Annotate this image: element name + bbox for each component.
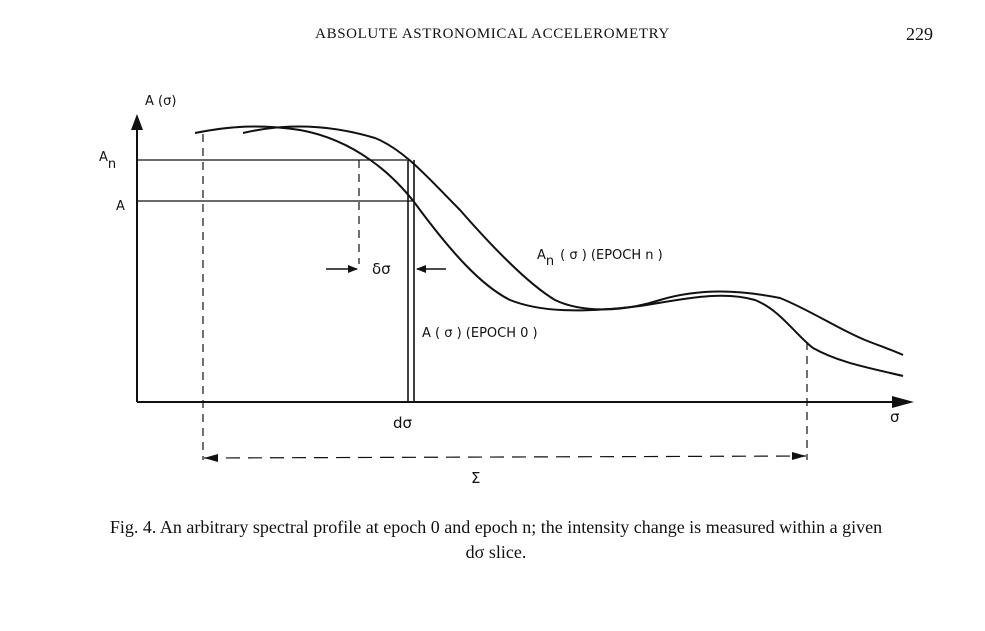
x-axis-arrow-icon bbox=[892, 396, 914, 408]
y-axis-label: A (σ) bbox=[145, 94, 176, 109]
caption-line-1: Fig. 4. An arbitrary spectral profile at… bbox=[109, 517, 883, 537]
shift-label: δσ bbox=[372, 260, 391, 278]
page-number: 229 bbox=[906, 24, 933, 44]
level-label-An: An bbox=[99, 150, 116, 172]
y-axis-arrow-icon bbox=[131, 114, 143, 130]
range-arrow-right-icon bbox=[792, 452, 806, 460]
x-axis-label: σ bbox=[890, 408, 900, 426]
curve-0-label: A ( σ ) (EPOCH 0 ) bbox=[422, 326, 538, 341]
spectral-profile-figure: A (σ) σ An A δσ Σ dσ An( σ ) (EPOCH n ) … bbox=[99, 94, 914, 487]
range-label: Σ bbox=[471, 469, 480, 487]
curve-epoch-n bbox=[242, 125, 904, 356]
running-header: ABSOLUTE ASTRONOMICAL ACCELEROMETRY bbox=[315, 26, 670, 42]
caption-line-2: dσ slice. bbox=[465, 542, 527, 562]
curve-epoch-0 bbox=[194, 125, 904, 377]
figure-caption: Fig. 4. An arbitrary spectral profile at… bbox=[36, 515, 956, 565]
range-dashed-arrow bbox=[203, 455, 807, 459]
curve-n-label: An( σ ) (EPOCH n ) bbox=[537, 248, 663, 269]
slice-label: dσ bbox=[393, 414, 413, 432]
range-arrow-left-icon bbox=[204, 454, 218, 462]
level-label-A: A bbox=[116, 199, 125, 214]
